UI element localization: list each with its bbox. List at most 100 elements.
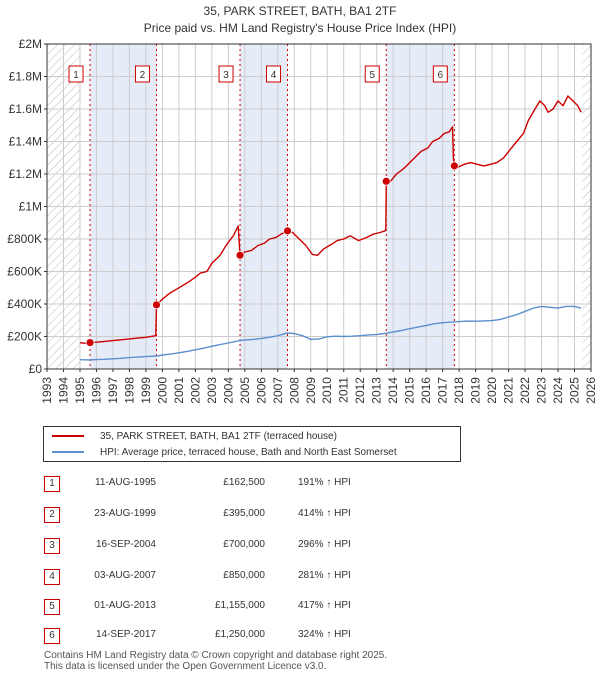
table-row: 5 01-AUG-2013 £1,155,000 417% ↑ HPI	[0, 597, 600, 617]
x-tick-label: 2013	[370, 377, 384, 404]
chart-subtitle: Price paid vs. HM Land Registry's House …	[143, 21, 457, 35]
footer-licence: This data is licensed under the Open Gov…	[44, 661, 327, 672]
x-tick-label: 2002	[188, 377, 202, 404]
sale-label-box	[134, 65, 150, 83]
x-tick-label: 2018	[452, 377, 466, 404]
y-tick-label: £800K	[7, 232, 42, 246]
x-tick-label: 2006	[254, 377, 268, 404]
x-tick-label: 1995	[73, 377, 87, 404]
y-tick-label: £400K	[7, 297, 42, 311]
transaction-number: 5	[44, 599, 60, 615]
transaction-hpi: 324% ↑ HPI	[298, 629, 351, 640]
chart-title: 35, PARK STREET, BATH, BA1 2TF	[203, 4, 397, 18]
transaction-date: 03-AUG-2007	[94, 570, 156, 581]
x-tick-label: 2004	[221, 377, 235, 404]
x-tick-label: 2009	[304, 377, 318, 404]
sale-label-box	[364, 65, 380, 83]
x-tick-label: 1999	[139, 377, 153, 404]
x-tick-label: 2000	[155, 377, 169, 404]
footer: Contains HM Land Registry data © Crown c…	[44, 650, 387, 672]
sale-marker	[449, 161, 459, 171]
transaction-number: 3	[44, 538, 60, 554]
sale-label: 3	[223, 70, 229, 81]
transaction-price: £395,000	[223, 508, 265, 519]
x-tick-label: 2026	[584, 377, 598, 404]
sale-marker	[283, 226, 292, 236]
sale-marker	[235, 250, 245, 260]
x-tick-label: 1994	[56, 377, 70, 404]
x-tick-label: 2016	[419, 377, 433, 404]
transaction-date: 14-SEP-2017	[95, 629, 156, 640]
y-tick-label: £0	[29, 362, 43, 376]
transaction-price: £1,155,000	[214, 600, 265, 611]
sale-marker	[152, 300, 161, 310]
sale-marker	[381, 176, 391, 186]
legend-label-hpi: HPI: Average price, terraced house, Bath…	[100, 446, 397, 458]
x-tick-label: 2023	[535, 377, 549, 404]
transaction-number: 1	[44, 476, 60, 492]
transaction-hpi: 191% ↑ HPI	[298, 477, 351, 488]
x-tick-label: 2019	[469, 377, 483, 404]
property-price-line	[79, 95, 582, 344]
transaction-hpi: 414% ↑ HPI	[298, 508, 351, 519]
transaction-price: £700,000	[223, 539, 265, 550]
table-row: 2 23-AUG-1999 £395,000 414% ↑ HPI	[0, 505, 600, 525]
transaction-price: £850,000	[223, 570, 265, 581]
price-chart: 1 2 3 4 5 6 £0 £200K £400K £600K £800K £1M £1.2M £1.…	[7, 37, 598, 404]
sale-label-box	[432, 65, 448, 83]
table-row: 4 03-AUG-2007 £850,000 281% ↑ HPI	[0, 567, 600, 587]
sale-label: 1	[73, 70, 79, 81]
transaction-number: 2	[44, 507, 60, 523]
x-tick-label: 2011	[337, 377, 351, 403]
x-tick-label: 2005	[238, 377, 252, 404]
table-row: 3 16-SEP-2004 £700,000 296% ↑ HPI	[0, 536, 600, 556]
x-tick-label: 2007	[271, 377, 285, 404]
y-tick-label: £1.6M	[9, 102, 42, 116]
x-tick-label: 2010	[320, 377, 334, 404]
x-tick-label: 1998	[122, 377, 136, 404]
sale-label: 5	[369, 70, 375, 81]
footer-copyright: Contains HM Land Registry data © Crown c…	[44, 650, 388, 661]
y-tick-label: £1M	[19, 200, 42, 214]
legend-item-property: 35, PARK STREET, BATH, BA1 2TF (terraced…	[44, 428, 337, 444]
legend-swatch-hpi	[52, 451, 84, 453]
sale-label: 4	[271, 70, 277, 81]
x-tick-label: 2015	[403, 377, 417, 404]
table-row: 1 11-AUG-1995 £162,500 191% ↑ HPI	[0, 474, 600, 494]
legend-label-property: 35, PARK STREET, BATH, BA1 2TF (terraced…	[100, 430, 337, 442]
sale-label-box	[68, 65, 84, 83]
y-tick-label: £1.8M	[9, 70, 42, 84]
hpi-line	[79, 305, 582, 361]
legend: 35, PARK STREET, BATH, BA1 2TF (terraced…	[43, 426, 461, 462]
transaction-number: 4	[44, 569, 60, 585]
y-tick-label: £1.2M	[9, 167, 42, 181]
transaction-date: 23-AUG-1999	[94, 508, 156, 519]
x-tick-label: 2001	[172, 377, 186, 404]
x-tick-label: 2021	[502, 377, 516, 404]
sale-label: 2	[140, 70, 146, 81]
x-tick-label: 2012	[353, 377, 367, 404]
x-tick-label: 2020	[485, 377, 499, 404]
x-tick-label: 2003	[205, 377, 219, 404]
sale-label-box	[266, 65, 282, 83]
x-tick-label: 1996	[89, 377, 103, 404]
y-tick-label: £2M	[19, 37, 42, 51]
x-tick-label: 2022	[518, 377, 532, 404]
transaction-hpi: 281% ↑ HPI	[298, 570, 351, 581]
x-tick-label: 2024	[551, 377, 565, 404]
y-tick-label: £1.4M	[9, 135, 42, 149]
y-tick-label: £600K	[7, 265, 42, 279]
transaction-hpi: 417% ↑ HPI	[298, 600, 351, 611]
transaction-price: £1,250,000	[214, 629, 265, 640]
x-tick-label: 1993	[40, 377, 54, 404]
transaction-number: 6	[44, 628, 60, 644]
transaction-price: £162,500	[223, 477, 265, 488]
table-row: 6 14-SEP-2017 £1,250,000 324% ↑ HPI	[0, 626, 600, 646]
legend-item-hpi: HPI: Average price, terraced house, Bath…	[44, 444, 397, 460]
x-tick-label: 2017	[436, 377, 450, 404]
x-tick-label: 1997	[106, 377, 120, 404]
x-tick-label: 2008	[287, 377, 301, 404]
sale-marker	[85, 338, 95, 347]
transaction-date: 11-AUG-1995	[95, 477, 156, 488]
sale-label: 6	[438, 70, 444, 81]
